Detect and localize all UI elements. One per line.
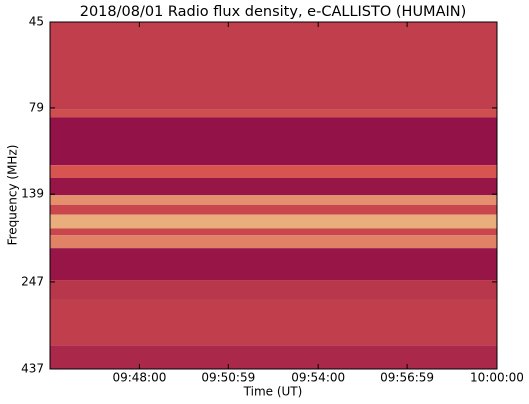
y-axis-label: Frequency (MHz) [6,145,20,246]
spectrum-band [50,345,497,369]
x-axis-label: Time (UT) [243,385,303,399]
spectrum-band [50,214,497,229]
axes-frame [49,21,498,370]
y-tick-label: 437 [21,362,44,376]
spectrum-band [50,117,497,166]
spectrum-band [50,195,497,205]
spectrum-band [50,228,497,236]
spectrum-band [50,22,497,110]
y-tick-label: 139 [21,187,44,201]
x-tick-label: 09:54:00 [291,371,345,385]
x-tick-label: 10:00:00 [470,371,524,385]
spectrum-band [50,204,497,215]
spectrum-band [50,177,497,196]
spectrum-band [50,109,497,118]
x-tick-label: 09:56:59 [380,371,434,385]
y-tick-label: 45 [29,15,44,29]
spectrum-band [50,235,497,249]
plot-area [50,22,497,369]
x-tick-label: 09:48:00 [112,371,166,385]
x-tick-label: 09:50:59 [201,371,255,385]
y-tick-label: 79 [29,100,44,114]
spectrum-band [50,280,497,300]
spectrum-band [50,165,497,178]
chart-title: 2018/08/01 Radio flux density, e-CALLIST… [80,4,467,20]
spectrum-band [50,248,497,281]
y-tick-label: 247 [21,274,44,288]
spectrum-band [50,299,497,346]
